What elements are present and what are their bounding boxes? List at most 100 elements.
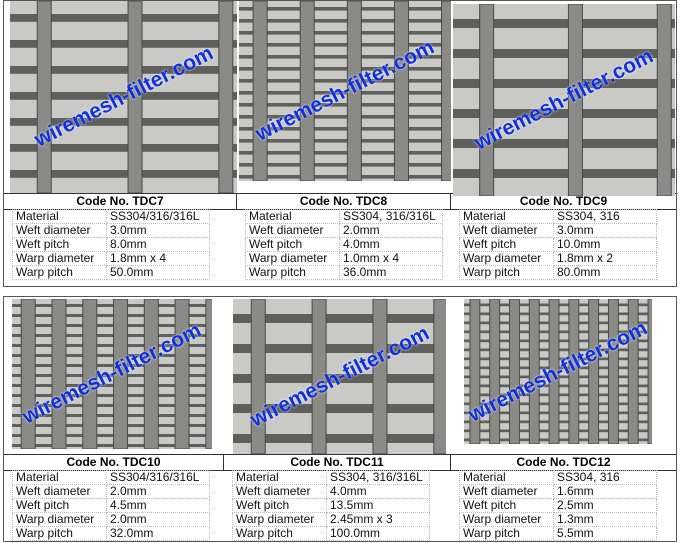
spec-table: Material SS304/316/316L Weft diameter 3.0mm… bbox=[12, 209, 210, 280]
weft-wire bbox=[239, 91, 451, 95]
spec-label: Warp diameter bbox=[245, 251, 340, 266]
spec-row: Weft diameter 2.0mm bbox=[12, 484, 210, 499]
weft-wire bbox=[12, 434, 212, 437]
weft-wire bbox=[239, 79, 451, 83]
spec-row: Weft diameter 1.6mm bbox=[459, 484, 657, 499]
mesh-photo: wiremesh-filter.com bbox=[10, 1, 237, 193]
spec-row: Warp pitch 50.0mm bbox=[12, 265, 210, 280]
spec-row: Warp pitch 100.0mm bbox=[232, 526, 430, 541]
weft-wire bbox=[10, 118, 237, 126]
spec-row: Weft pitch 13.5mm bbox=[232, 498, 430, 513]
spec-table: Material SS304, 316/316L Weft diameter 2.0m… bbox=[245, 209, 443, 280]
weft-wire bbox=[10, 40, 237, 48]
weft-wire bbox=[12, 344, 212, 347]
warp-wire bbox=[36, 1, 52, 193]
warp-wire bbox=[509, 299, 520, 444]
spec-row: Weft pitch 8.0mm bbox=[12, 237, 210, 252]
spec-value: 10.0mm bbox=[553, 237, 657, 252]
spec-table: Material SS304, 316 Weft diameter 3.0mm Weft… bbox=[459, 209, 657, 280]
spec-value: 1.6mm bbox=[553, 484, 657, 499]
spec-label: Material bbox=[459, 209, 554, 224]
spec-row: Material SS304, 316/316L bbox=[245, 209, 443, 224]
weft-wire bbox=[12, 414, 212, 417]
weft-wire bbox=[12, 404, 212, 407]
weft-wire bbox=[12, 304, 212, 307]
product-panel-top: Code No. TDC7 Code No. TDC8 Code No. TDC9 w… bbox=[3, 0, 677, 287]
spec-value: SS304/316/316L bbox=[106, 470, 210, 485]
spec-row: Material SS304/316/316L bbox=[12, 470, 210, 485]
spec-value: 13.5mm bbox=[326, 498, 430, 513]
mesh-photo: wiremesh-filter.com bbox=[239, 1, 451, 181]
spec-row: Material SS304, 316 bbox=[459, 209, 657, 224]
spec-row: Warp diameter 1.0mm x 4 bbox=[245, 251, 443, 266]
warp-wire bbox=[299, 1, 315, 181]
weft-wire bbox=[12, 314, 212, 317]
spec-value: 4.0mm bbox=[339, 237, 443, 252]
spec-value: 32.0mm bbox=[106, 526, 210, 541]
mesh-illustration bbox=[10, 1, 237, 193]
weft-wire bbox=[239, 31, 451, 35]
warp-wire bbox=[656, 4, 672, 196]
weft-wire bbox=[12, 424, 212, 427]
spec-label: Material bbox=[232, 470, 327, 485]
spec-value: 4.0mm bbox=[326, 484, 430, 499]
weft-wire bbox=[12, 334, 212, 337]
spec-value: 4.5mm bbox=[106, 498, 210, 513]
mesh-photo: wiremesh-filter.com bbox=[12, 299, 212, 449]
spec-value: SS304, 316/316L bbox=[339, 209, 443, 224]
warp-wire bbox=[143, 299, 159, 449]
spec-row: Warp pitch 5.5mm bbox=[459, 526, 657, 541]
spec-row: Warp pitch 32.0mm bbox=[12, 526, 210, 541]
spec-value: SS304/316/316L bbox=[106, 209, 210, 224]
warp-wire bbox=[441, 1, 451, 181]
warp-wire bbox=[433, 299, 446, 454]
weft-wire bbox=[239, 175, 451, 179]
weft-wire bbox=[239, 55, 451, 59]
spec-table: Material SS304, 316/316L Weft diameter 4.0m… bbox=[232, 470, 430, 541]
spec-label: Weft pitch bbox=[232, 498, 327, 513]
weft-wire bbox=[453, 139, 675, 148]
spec-value: 36.0mm bbox=[339, 265, 443, 280]
warp-wire bbox=[205, 299, 212, 449]
code-header-row: Code No. TDC10 Code No. TDC11 Code No. TDC… bbox=[4, 454, 676, 471]
spec-value: 1.8mm x 4 bbox=[106, 251, 210, 266]
spec-label: Weft diameter bbox=[232, 484, 327, 499]
weft-wire bbox=[12, 374, 212, 377]
spec-label: Warp pitch bbox=[12, 265, 107, 280]
warp-wire bbox=[127, 1, 143, 193]
weft-wire bbox=[453, 169, 675, 178]
weft-wire bbox=[239, 127, 451, 131]
spec-label: Weft pitch bbox=[459, 498, 554, 513]
spec-table: Material SS304, 316 Weft diameter 1.6mm Weft… bbox=[459, 470, 657, 541]
spec-table: Material SS304/316/316L Weft diameter 2.0mm… bbox=[12, 470, 210, 541]
spec-label: Weft diameter bbox=[12, 484, 107, 499]
spec-row: Weft pitch 4.0mm bbox=[245, 237, 443, 252]
spec-label: Warp pitch bbox=[459, 526, 554, 541]
spec-row: Material SS304, 316/316L bbox=[232, 470, 430, 485]
spec-row: Warp pitch 80.0mm bbox=[459, 265, 657, 280]
weft-wire bbox=[239, 103, 451, 107]
weft-wire bbox=[12, 444, 212, 447]
mesh-illustration bbox=[233, 299, 446, 454]
weft-wire bbox=[239, 7, 451, 11]
weft-wire bbox=[233, 314, 446, 323]
spec-row: Warp diameter 2.45mm x 3 bbox=[232, 512, 430, 527]
spec-label: Warp pitch bbox=[245, 265, 340, 280]
spec-row: Warp diameter 1.8mm x 4 bbox=[12, 251, 210, 266]
weft-wire bbox=[10, 92, 237, 100]
weft-wire bbox=[10, 14, 237, 22]
spec-row: Warp diameter 2.0mm bbox=[12, 512, 210, 527]
spec-label: Weft diameter bbox=[459, 223, 554, 238]
warp-wire bbox=[479, 4, 495, 196]
warp-wire bbox=[174, 299, 190, 449]
warp-wire bbox=[250, 299, 266, 454]
weft-wire bbox=[239, 67, 451, 71]
weft-wire bbox=[453, 79, 675, 88]
product-code: Code No. TDC11 bbox=[224, 455, 451, 470]
spec-value: 100.0mm bbox=[326, 526, 430, 541]
spec-value: 1.0mm x 4 bbox=[339, 251, 443, 266]
weft-wire bbox=[239, 43, 451, 47]
mesh-photo: wiremesh-filter.com bbox=[233, 299, 446, 454]
spec-label: Weft diameter bbox=[245, 223, 340, 238]
spec-value: 3.0mm bbox=[106, 223, 210, 238]
